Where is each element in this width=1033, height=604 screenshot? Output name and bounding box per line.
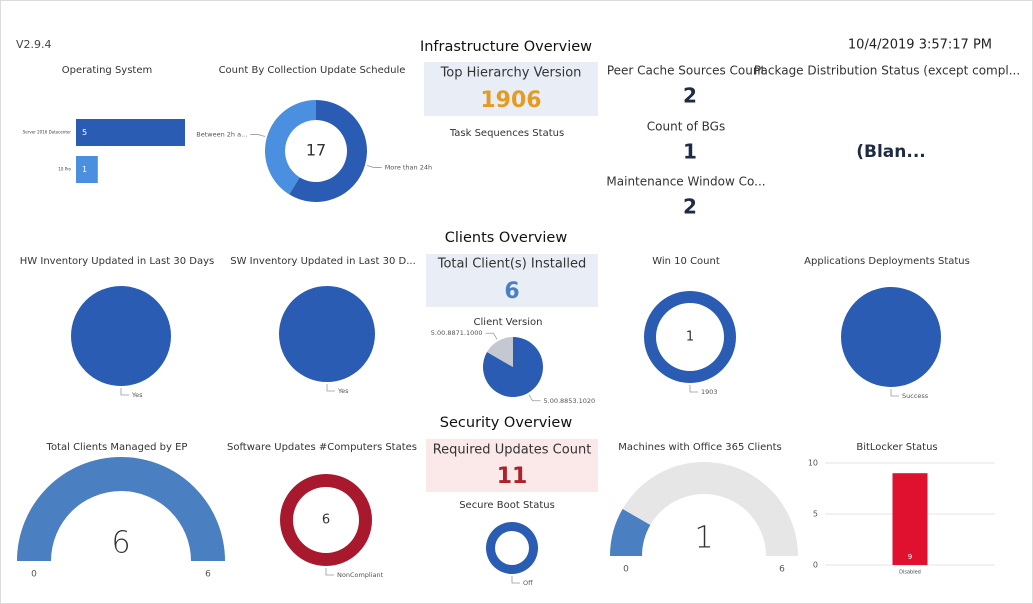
leader-line bbox=[366, 165, 382, 168]
center-value: 1 bbox=[686, 330, 694, 345]
card-value: 1 bbox=[683, 140, 697, 164]
chart-title: Peer Cache Sources Count bbox=[607, 64, 766, 78]
card-value: (Blan... bbox=[856, 142, 926, 162]
slice bbox=[841, 287, 941, 387]
chart-title: Operating System bbox=[62, 65, 152, 76]
leader-line bbox=[689, 385, 698, 393]
y-tick-label: 0 bbox=[813, 561, 818, 570]
gauge-track bbox=[610, 462, 798, 556]
category-label: Server 2016 Datacenter bbox=[23, 130, 72, 135]
chart-title: Machines with Office 365 Clients bbox=[618, 442, 781, 453]
chart-title: Total Clients Managed by EP bbox=[46, 442, 188, 453]
section-title: Clients Overview bbox=[445, 230, 568, 246]
bar bbox=[76, 119, 185, 146]
category-label: 10 Pro bbox=[58, 167, 71, 172]
chart-title: Top Hierarchy Version bbox=[440, 66, 582, 81]
leader-line bbox=[120, 388, 129, 396]
y-tick-label: 10 bbox=[808, 459, 818, 468]
chart-title: BitLocker Status bbox=[856, 442, 937, 453]
leader-line bbox=[890, 389, 899, 397]
slice-label: Between 2h a... bbox=[196, 131, 247, 139]
y-tick-label: 5 bbox=[813, 510, 818, 519]
leader-line bbox=[326, 384, 335, 392]
chart-title: Secure Boot Status bbox=[459, 500, 555, 511]
chart-title: Maintenance Window Co... bbox=[606, 175, 765, 189]
chart-title: Count of BGs bbox=[647, 120, 725, 134]
value-label: 1 bbox=[82, 165, 87, 174]
chart-title: Client Version bbox=[474, 317, 543, 328]
gauge-fill bbox=[17, 457, 225, 561]
slice-label: 5.00.8871.1000 bbox=[431, 329, 483, 337]
section-title: Infrastructure Overview bbox=[420, 39, 592, 55]
bar bbox=[892, 473, 928, 565]
leader-line bbox=[325, 568, 334, 576]
card-value: 1906 bbox=[480, 88, 541, 113]
card-background bbox=[426, 254, 598, 307]
gauge-min: 0 bbox=[31, 570, 37, 580]
gauge-value: 1 bbox=[694, 521, 713, 556]
gauge-fill bbox=[610, 509, 651, 556]
timestamp: 10/4/2019 3:57:17 PM bbox=[848, 38, 992, 53]
gauge-max: 6 bbox=[779, 565, 785, 575]
slice-label: Success bbox=[902, 392, 929, 400]
card-value: 6 bbox=[504, 279, 519, 304]
slice-label: 1903 bbox=[701, 388, 718, 396]
section-title: Security Overview bbox=[440, 415, 573, 431]
slice-label: NonCompliant bbox=[337, 571, 384, 579]
center-value: 6 bbox=[322, 513, 330, 528]
chart-title: Total Client(s) Installed bbox=[437, 257, 587, 272]
slice-label: Yes bbox=[131, 391, 143, 399]
gauge-max: 6 bbox=[205, 570, 211, 580]
card-background bbox=[426, 439, 598, 492]
center-value: 17 bbox=[306, 141, 326, 160]
x-tick-label: Disabled bbox=[899, 570, 921, 576]
chart-title: Software Updates #Computers States bbox=[227, 442, 417, 453]
chart-title: HW Inventory Updated in Last 30 Days bbox=[20, 256, 214, 267]
value-label: 9 bbox=[908, 553, 912, 561]
chart-title: Applications Deployments Status bbox=[804, 256, 970, 267]
slice-label: Off bbox=[523, 579, 533, 587]
chart-title: Win 10 Count bbox=[652, 256, 720, 267]
card-value: 2 bbox=[683, 84, 697, 108]
card-value: 2 bbox=[683, 195, 697, 219]
bar bbox=[76, 156, 98, 183]
slice bbox=[279, 286, 375, 382]
slice bbox=[71, 286, 171, 386]
slice bbox=[289, 100, 367, 202]
version: V2.9.4 bbox=[16, 38, 52, 51]
slice bbox=[265, 100, 316, 195]
slice bbox=[486, 522, 538, 574]
leader-line bbox=[250, 134, 266, 137]
chart-title: Package Distribution Status (except comp… bbox=[754, 64, 1020, 78]
slice-label: Yes bbox=[337, 387, 349, 395]
slice-label: 5.00.8853.1020 bbox=[544, 397, 596, 405]
chart-title: Task Sequences Status bbox=[449, 128, 564, 139]
value-label: 5 bbox=[82, 128, 87, 137]
gauge-min: 0 bbox=[623, 565, 629, 575]
leader-line bbox=[528, 394, 541, 402]
card-background bbox=[424, 62, 598, 116]
chart-title: Required Updates Count bbox=[433, 443, 592, 458]
leader-line bbox=[511, 576, 520, 584]
gauge-value: 6 bbox=[111, 526, 130, 561]
leader-line bbox=[485, 332, 498, 340]
slice bbox=[487, 337, 513, 367]
card-value: 11 bbox=[497, 464, 528, 489]
chart-title: SW Inventory Updated in Last 30 D... bbox=[230, 256, 416, 267]
slice-label: More than 24h bbox=[385, 163, 432, 171]
chart-title: Count By Collection Update Schedule bbox=[219, 65, 406, 76]
